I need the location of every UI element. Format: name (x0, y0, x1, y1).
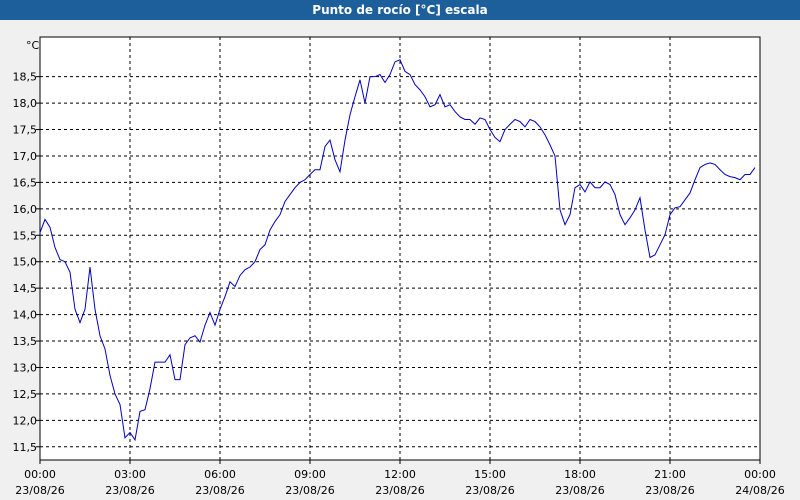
x-tick-label: 18:00 (564, 468, 596, 481)
x-tick-date: 23/08/26 (375, 484, 424, 497)
y-tick-label: 14,0 (13, 309, 38, 322)
y-tick-label: 16,5 (13, 176, 38, 189)
x-tick-date: 23/08/26 (465, 484, 514, 497)
x-tick-label: 21:00 (654, 468, 686, 481)
y-tick-label: 18,5 (13, 71, 38, 84)
x-tick-label: 12:00 (384, 468, 416, 481)
y-tick-label: 17,5 (13, 124, 38, 137)
plot-border (39, 36, 761, 461)
y-tick-label: 15,0 (13, 256, 38, 269)
x-tick-label: 09:00 (294, 468, 326, 481)
y-tick-label: 18,0 (13, 97, 38, 110)
x-tick-date: 23/08/26 (555, 484, 604, 497)
x-tick-label: 06:00 (204, 468, 236, 481)
y-tick-label: 14,5 (13, 282, 38, 295)
x-tick-date: 23/08/26 (645, 484, 694, 497)
y-tick-label: 12,5 (13, 388, 38, 401)
y-tick-label: 12,0 (13, 414, 38, 427)
data-line (39, 59, 756, 442)
x-tick-label: 00:00 (24, 468, 56, 481)
y-tick-label: 11,5 (13, 441, 38, 454)
x-tick-date: 23/08/26 (285, 484, 334, 497)
title-bar (0, 0, 800, 20)
y-unit: °C (26, 39, 40, 52)
chart-title: Punto de rocío [°C] escala (312, 3, 487, 17)
x-tick-date: 23/08/26 (105, 484, 154, 497)
x-tick-label: 00:00 (744, 468, 776, 481)
x-tick-label: 15:00 (474, 468, 506, 481)
y-tick-label: 15,5 (13, 229, 38, 242)
y-tick-label: 13,0 (13, 361, 38, 374)
y-tick-label: 13,5 (13, 335, 38, 348)
y-tick-label: 16,0 (13, 203, 38, 216)
x-tick-label: 03:00 (114, 468, 146, 481)
y-tick-label: 17,0 (13, 150, 38, 163)
x-tick-date: 24/08/26 (735, 484, 784, 497)
x-tick-date: 23/08/26 (15, 484, 64, 497)
x-tick-date: 23/08/26 (195, 484, 244, 497)
